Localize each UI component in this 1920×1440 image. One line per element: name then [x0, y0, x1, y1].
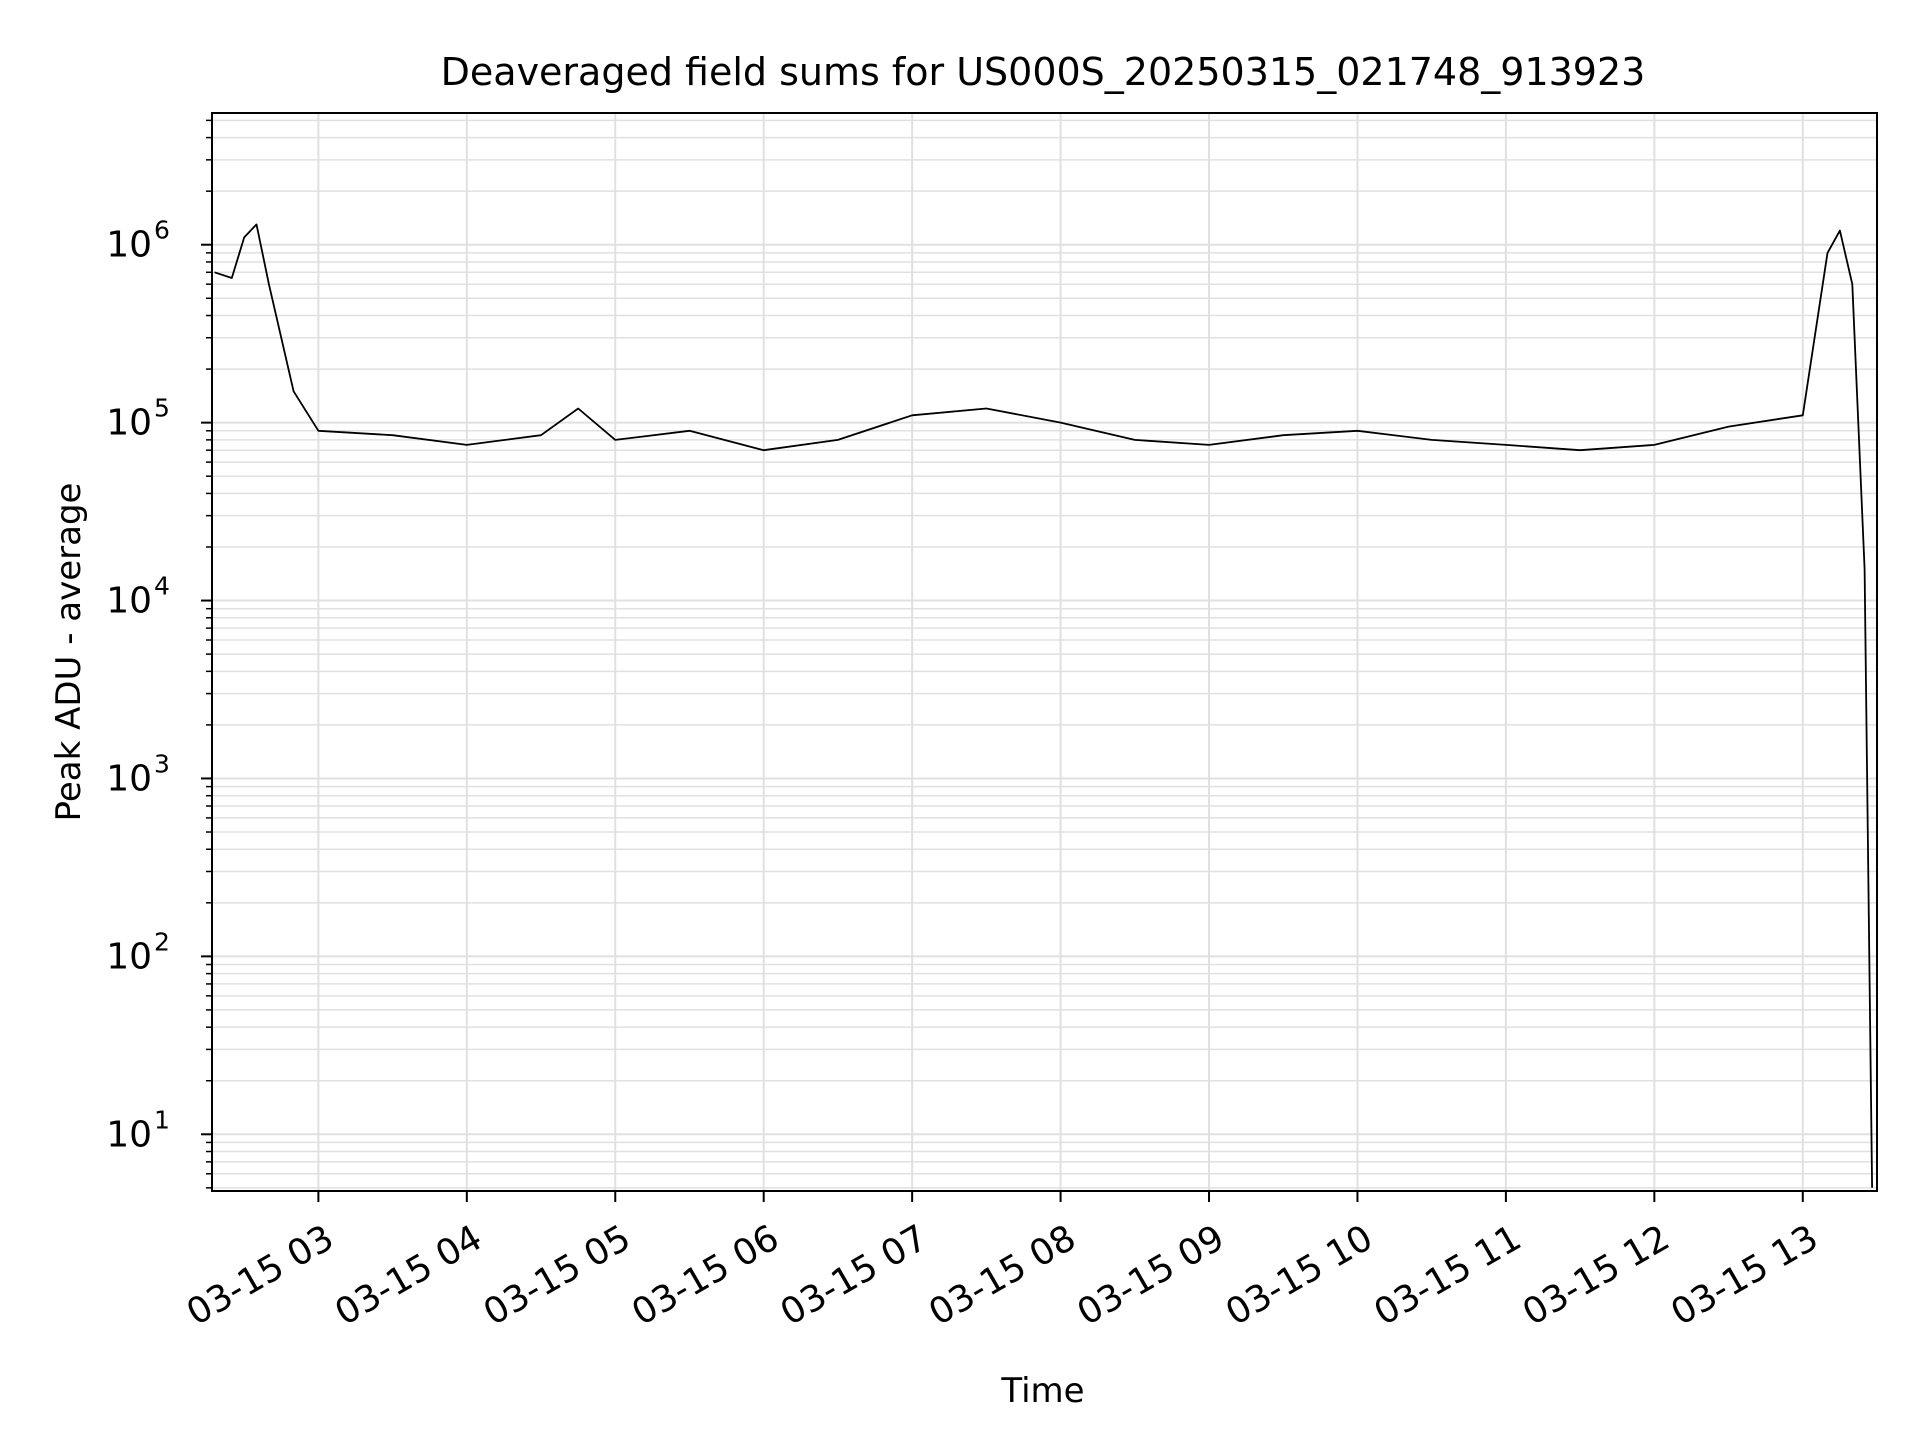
- y-tick-exponent: 1: [154, 1105, 170, 1134]
- y-tick-exponent: 2: [154, 927, 170, 956]
- y-tick-exponent: 3: [154, 749, 170, 778]
- series-line-path: [214, 223, 1873, 1188]
- chart-title: Deaveraged field sums for US000S_2025031…: [441, 50, 1646, 94]
- y-tick-exponent: 4: [154, 572, 170, 601]
- y-tick-label: 10: [106, 758, 152, 799]
- x-axis-label: Time: [1000, 1371, 1084, 1411]
- y-tick-label: 10: [106, 936, 152, 977]
- y-tick-label: 10: [106, 225, 152, 266]
- grid: [212, 113, 1877, 1191]
- y-tick-exponent: 6: [154, 216, 170, 245]
- y-tick-label: 10: [106, 403, 152, 444]
- plot-frame: [211, 112, 1878, 1192]
- y-tick-label: 10: [106, 1114, 152, 1155]
- series-line: [214, 223, 1873, 1188]
- y-axis-label: Peak ADU - average: [49, 483, 89, 822]
- y-tick-label: 10: [106, 581, 152, 622]
- y-tick-exponent: 5: [154, 394, 170, 423]
